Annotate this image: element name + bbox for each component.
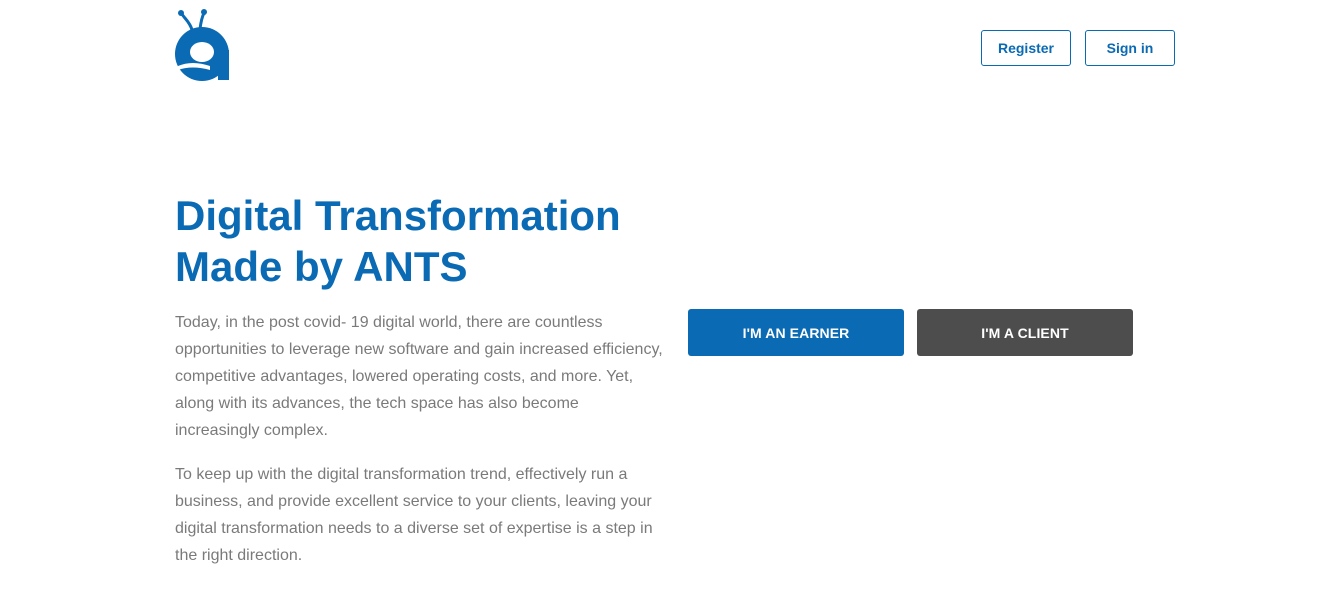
register-button[interactable]: Register [981, 30, 1071, 66]
hero-title-line1: Digital Transformation [175, 192, 621, 239]
logo-antenna-tip-left [178, 10, 184, 16]
sign-in-button[interactable]: Sign in [1085, 30, 1175, 66]
hero-title: Digital Transformation Made by ANTS [175, 190, 695, 292]
logo-cutout [178, 63, 210, 70]
hero-title-line2: Made by ANTS [175, 243, 468, 290]
client-button[interactable]: I'M A CLIENT [917, 309, 1133, 356]
logo-antenna-tip-right [201, 9, 207, 15]
hero-paragraph-1: Today, in the post covid- 19 digital wor… [175, 314, 663, 439]
ants-logo[interactable] [174, 8, 232, 82]
logo-antenna-right [198, 11, 206, 31]
logo-antenna-left [180, 12, 194, 32]
logo-eye [190, 42, 214, 62]
header-actions: Register Sign in [981, 30, 1175, 66]
logo-stem [218, 50, 229, 80]
earner-button[interactable]: I'M AN EARNER [688, 309, 904, 356]
hero-paragraph-2: To keep up with the digital transformati… [175, 466, 653, 564]
